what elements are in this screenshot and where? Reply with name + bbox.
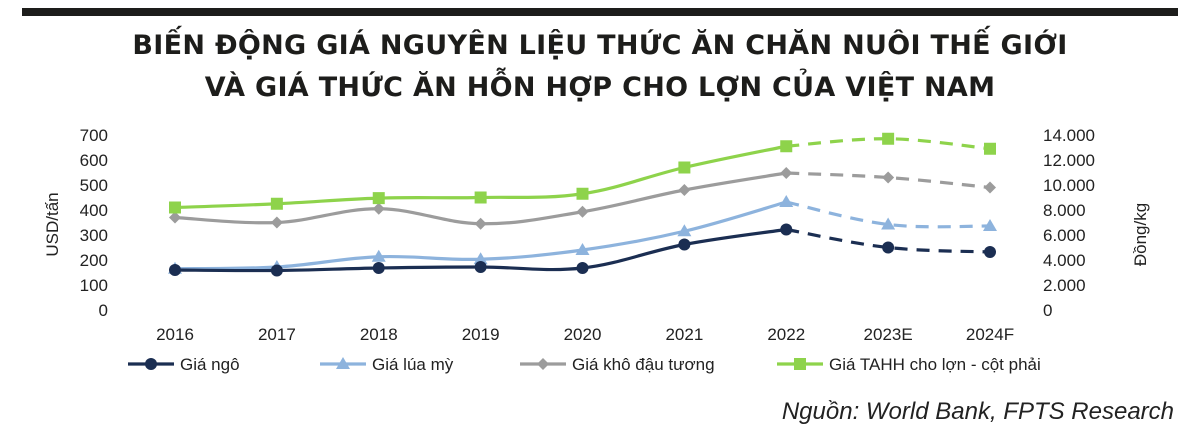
data-point: [169, 201, 181, 214]
y-tick-label: 100: [80, 276, 108, 295]
legend-item: Giá TAHH cho lợn - cột phải: [777, 355, 1041, 374]
series-forecast-line: [786, 137, 991, 151]
x-tick-label: 2021: [665, 325, 703, 344]
y2-tick-label: 12.000: [1043, 151, 1095, 170]
data-point: [169, 264, 181, 276]
y-tick-label: 600: [80, 151, 108, 170]
y-tick-label: 500: [80, 176, 108, 195]
series-forecast-line: [786, 171, 991, 190]
legend-marker: [336, 357, 350, 369]
data-point: [780, 140, 793, 153]
legend: Giá ngô Giá lúa mỳ Giá khô đậu tương Giá TA…: [128, 355, 1041, 374]
series-forecast-line: [785, 227, 991, 254]
x-tick-label: 2016: [156, 325, 194, 344]
x-tick-label: 2019: [462, 325, 500, 344]
series-forecast-line: [785, 200, 991, 229]
data-point: [882, 171, 895, 184]
x-tick-label: 2017: [258, 325, 296, 344]
data-point: [473, 252, 488, 265]
y2-tick-label: 8.000: [1043, 201, 1086, 220]
data-point: [779, 195, 794, 207]
data-point: [474, 261, 487, 273]
data-point: [678, 184, 691, 196]
series-0: [169, 223, 996, 277]
left-axis: 0 100 200 300 400 500 600 700 USD/tấn: [43, 126, 108, 320]
legend-item: Giá ngô: [128, 355, 240, 374]
data-point: [474, 217, 487, 230]
y2-tick-label: 6.000: [1043, 226, 1086, 245]
data-point: [576, 205, 589, 218]
x-tick-label: 2018: [360, 325, 398, 344]
right-axis: 0 2.000 4.000 6.000 8.000 10.000 12.000 14.000 Đ…: [1043, 126, 1150, 320]
header-bar: [22, 8, 1178, 16]
series-3: [169, 132, 996, 214]
series-2: [169, 167, 996, 230]
data-point: [474, 191, 487, 204]
data-point: [780, 223, 793, 236]
y-tick-label: 400: [80, 201, 108, 220]
data-point: [576, 187, 589, 200]
data-point: [678, 161, 691, 174]
data-point: [882, 241, 895, 254]
legend-label: Giá TAHH cho lợn - cột phải: [829, 355, 1041, 374]
x-axis: 2016 2017 2018 2019 2020 2021 2022 2023E 2024F: [156, 325, 1014, 344]
data-point: [984, 246, 996, 258]
y2-tick-label: 10.000: [1043, 176, 1095, 195]
legend-marker: [794, 358, 806, 370]
data-point: [372, 192, 385, 205]
legend-item: Giá lúa mỳ: [320, 355, 454, 374]
source-note: Nguồn: World Bank, FPTS Research: [781, 398, 1174, 425]
chart-title-line2: VÀ GIÁ THỨC ĂN HỖN HỢP CHO LỢN CỦA VIỆT …: [204, 72, 996, 103]
x-tick-label: 2023E: [864, 325, 913, 344]
data-point: [780, 167, 793, 179]
data-point: [270, 216, 283, 229]
chart-title-line1: BIẾN ĐỘNG GIÁ NGUYÊN LIỆU THỨC ĂN CHĂN N…: [132, 30, 1068, 61]
data-point: [576, 262, 589, 274]
y2-axis-title: Đồng/kg: [1131, 203, 1150, 266]
y2-tick-label: 4.000: [1043, 251, 1086, 270]
data-point: [270, 197, 283, 210]
data-point: [169, 211, 181, 224]
legend-label: Giá khô đậu tương: [572, 355, 715, 374]
series-layer: [168, 132, 997, 277]
data-point: [372, 262, 385, 274]
data-point: [678, 238, 691, 251]
legend-marker: [145, 358, 157, 370]
y-tick-label: 200: [80, 251, 108, 270]
y2-tick-label: 0: [1043, 301, 1052, 320]
y2-tick-label: 14.000: [1043, 126, 1095, 145]
legend-label: Giá ngô: [180, 355, 240, 374]
x-tick-label: 2024F: [966, 325, 1014, 344]
data-point: [371, 249, 386, 262]
data-point: [881, 217, 896, 230]
legend-item: Giá khô đậu tương: [520, 355, 715, 374]
data-point: [575, 243, 590, 255]
y-axis-title: USD/tấn: [43, 192, 62, 256]
data-point: [984, 181, 996, 194]
x-tick-label: 2022: [767, 325, 805, 344]
y2-tick-label: 2.000: [1043, 276, 1086, 295]
y-tick-label: 700: [80, 126, 108, 145]
legend-label: Giá lúa mỳ: [372, 355, 454, 374]
data-point: [270, 264, 283, 277]
legend-marker: [537, 358, 549, 370]
data-point: [984, 142, 996, 155]
data-point: [372, 202, 385, 215]
data-point: [882, 132, 895, 145]
y-tick-label: 0: [99, 301, 108, 320]
data-point: [677, 224, 692, 237]
y-tick-label: 300: [80, 226, 108, 245]
data-point: [983, 219, 997, 231]
x-tick-label: 2020: [564, 325, 602, 344]
